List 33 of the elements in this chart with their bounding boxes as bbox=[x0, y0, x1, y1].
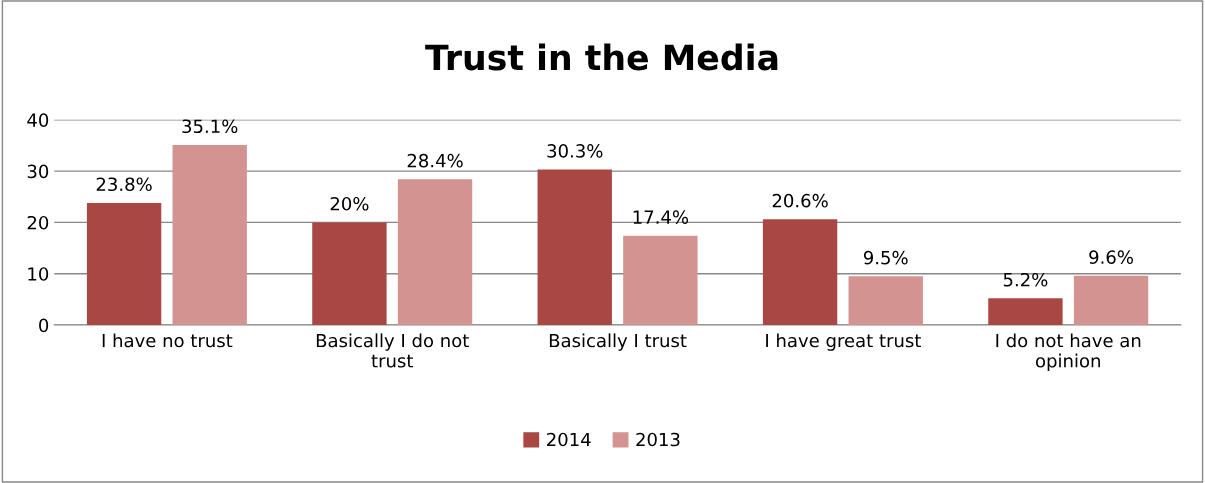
bar bbox=[1073, 275, 1149, 326]
y-tick-label: 30 bbox=[27, 164, 49, 179]
y-tick-label: 10 bbox=[28, 267, 49, 281]
chart-title: Trust in the Media bbox=[425, 43, 778, 71]
data-label: 5.2% bbox=[1003, 272, 1048, 287]
data-label: 9.6% bbox=[1089, 250, 1133, 264]
bar bbox=[988, 298, 1063, 326]
bar bbox=[312, 222, 387, 326]
y-tick-label: 20 bbox=[27, 215, 49, 230]
data-label: 28.4% bbox=[407, 153, 463, 168]
x-tick-label: I do not have an opinion bbox=[996, 333, 1141, 372]
data-label: 20% bbox=[330, 196, 369, 211]
x-tick-label: Basically I do not trust bbox=[316, 333, 469, 368]
bar bbox=[537, 169, 612, 326]
data-label: 35.1% bbox=[182, 119, 238, 134]
x-tick-label: Basically I trust bbox=[549, 333, 687, 351]
data-label: 30.3% bbox=[547, 144, 603, 158]
legend-label: 2014 bbox=[547, 432, 591, 447]
x-tick-label: I have great trust bbox=[766, 333, 921, 351]
x-tick-label: I have no trust bbox=[102, 333, 233, 348]
y-tick-label: 40 bbox=[27, 113, 49, 127]
legend-label: 2013 bbox=[636, 432, 680, 447]
data-label: 9.5% bbox=[863, 250, 908, 265]
bar bbox=[172, 144, 247, 326]
bar bbox=[397, 179, 473, 326]
bar bbox=[848, 276, 923, 326]
bar bbox=[762, 219, 838, 326]
bar bbox=[86, 202, 162, 326]
data-label: 17.4% bbox=[633, 210, 689, 224]
y-tick-label: 0 bbox=[39, 318, 49, 333]
bar bbox=[623, 235, 698, 326]
data-label: 23.8% bbox=[96, 177, 152, 192]
data-label: 20.6% bbox=[772, 193, 828, 208]
